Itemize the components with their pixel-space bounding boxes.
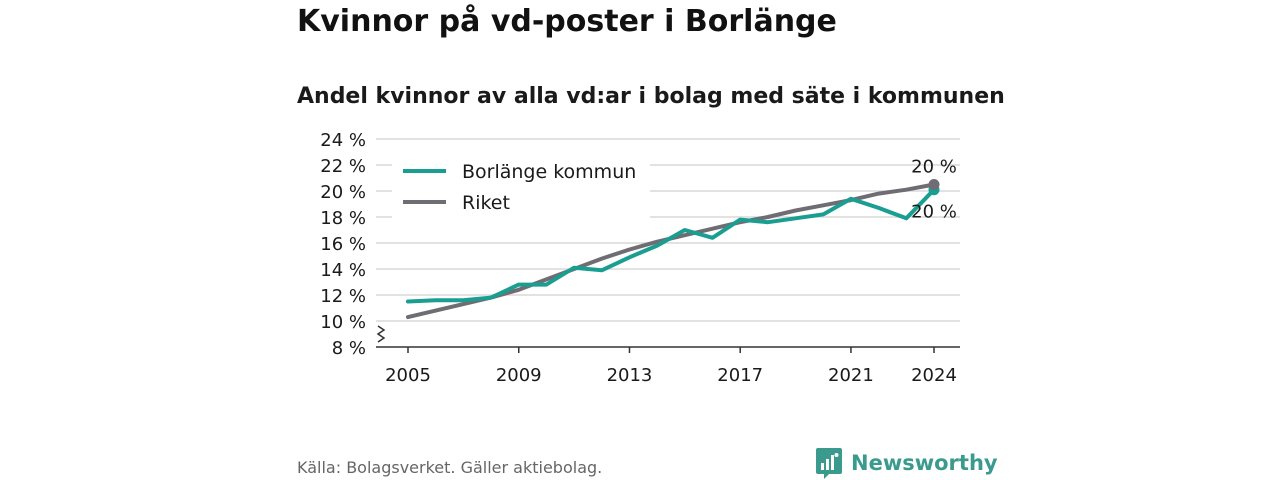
axis-break-icon [376, 325, 386, 343]
y-tick-label: 16 % [320, 234, 366, 255]
newsworthy-logo-icon [816, 448, 842, 479]
end-label-riket: 20 % [911, 157, 957, 178]
y-tick-label: 18 % [320, 208, 366, 229]
series-line-borlange [406, 187, 936, 304]
end-marker-riket [928, 179, 940, 190]
legend-label: Borlänge kommun [462, 161, 636, 183]
y-tick-label: 24 % [320, 130, 366, 151]
brand-logo: Newsworthy [815, 446, 998, 480]
end-label-borlange: 20 % [911, 202, 957, 223]
line-chart: 8 % 10 % 12 % 14 % 16 % 18 % 20 % 22 % 24 % 2005 2… [320, 130, 960, 386]
y-tick-label: 14 % [320, 260, 366, 281]
y-tick-label: 20 % [320, 182, 366, 203]
x-tick-label: 2013 [607, 365, 653, 386]
x-tick-label: 2021 [828, 365, 874, 386]
legend-label: Riket [462, 192, 510, 214]
chart-title: Kvinnor på vd-poster i Borlänge [297, 4, 837, 39]
y-tick-label: 10 % [320, 312, 366, 333]
y-tick-label: 12 % [320, 286, 366, 307]
x-tick-label: 2024 [911, 365, 957, 386]
x-tick-label: 2009 [496, 365, 542, 386]
y-tick-label: 8 % [332, 338, 366, 359]
chart-subtitle: Andel kvinnor av alla vd:ar i bolag med … [297, 84, 1005, 109]
source-note: Källa: Bolagsverket. Gäller aktiebolag. [297, 458, 603, 477]
legend-background [392, 152, 650, 220]
x-tick-label: 2005 [385, 365, 431, 386]
brand-name: Newsworthy [851, 451, 998, 475]
x-tick-label: 2017 [717, 365, 763, 386]
y-tick-label: 22 % [320, 156, 366, 177]
